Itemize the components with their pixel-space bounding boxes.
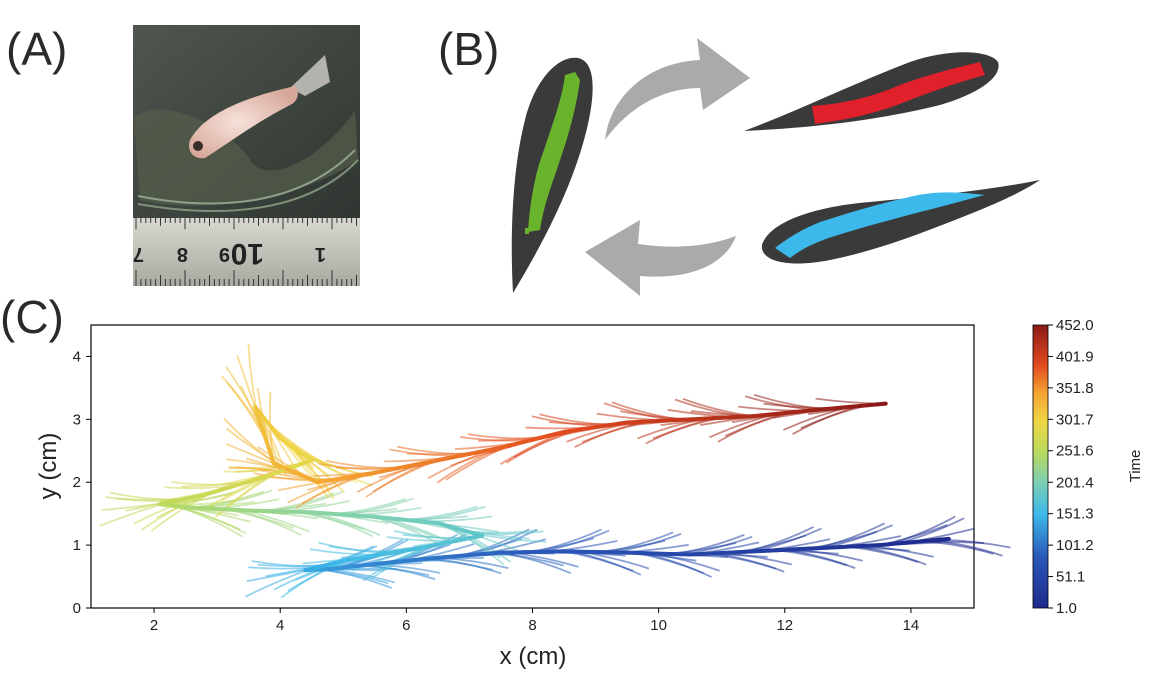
y-tick-label: 3 [73,411,81,428]
colorbar-tick-label: 201.4 [1056,474,1094,491]
x-tick-label: 10 [650,617,667,634]
plot-area [90,324,975,609]
colorbar [1032,324,1049,609]
colorbar-label: Time [1127,450,1144,483]
colorbar-tick-label: 51.1 [1056,569,1085,586]
x-tick-label: 12 [776,617,793,634]
colorbar-tick-label: 401.9 [1056,348,1094,365]
panel-label-a: (A) [6,23,68,75]
colorbar-tick-label: 101.2 [1056,537,1094,554]
x-tick-label: 14 [903,617,920,634]
x-tick-label: 6 [402,617,410,634]
x-tick-label: 8 [528,617,536,634]
panel-label-c: (C) [0,291,64,343]
x-tick-label: 4 [276,617,284,634]
y-axis-label: y (cm) [35,433,62,500]
x-axis-label: x (cm) [500,643,567,670]
colorbar-tick-label: 452.0 [1056,317,1094,334]
y-tick-label: 1 [73,537,81,554]
colorbar-tick-label: 301.7 [1056,411,1094,428]
panel-label-b: (B) [438,23,500,75]
colorbar-tick-label: 351.8 [1056,380,1094,397]
x-tick-label: 2 [150,617,158,634]
colorbar-tick-label: 1.0 [1056,600,1077,617]
head-path [875,401,888,407]
y-tick-label: 0 [73,600,81,617]
trajectory-trails [99,343,1011,599]
colorbar-ticks: 452.0 401.9 351.8 301.7 251.6 201.4 151.3 101.2… [1048,317,1094,617]
y-tick-label: 2 [73,474,81,491]
colorbar-tick-label: 251.6 [1056,443,1094,460]
y-tick-label: 4 [73,348,81,365]
colorbar-tick-label: 151.3 [1056,506,1094,523]
